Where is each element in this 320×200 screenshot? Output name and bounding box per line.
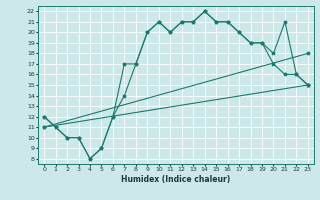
- X-axis label: Humidex (Indice chaleur): Humidex (Indice chaleur): [121, 175, 231, 184]
